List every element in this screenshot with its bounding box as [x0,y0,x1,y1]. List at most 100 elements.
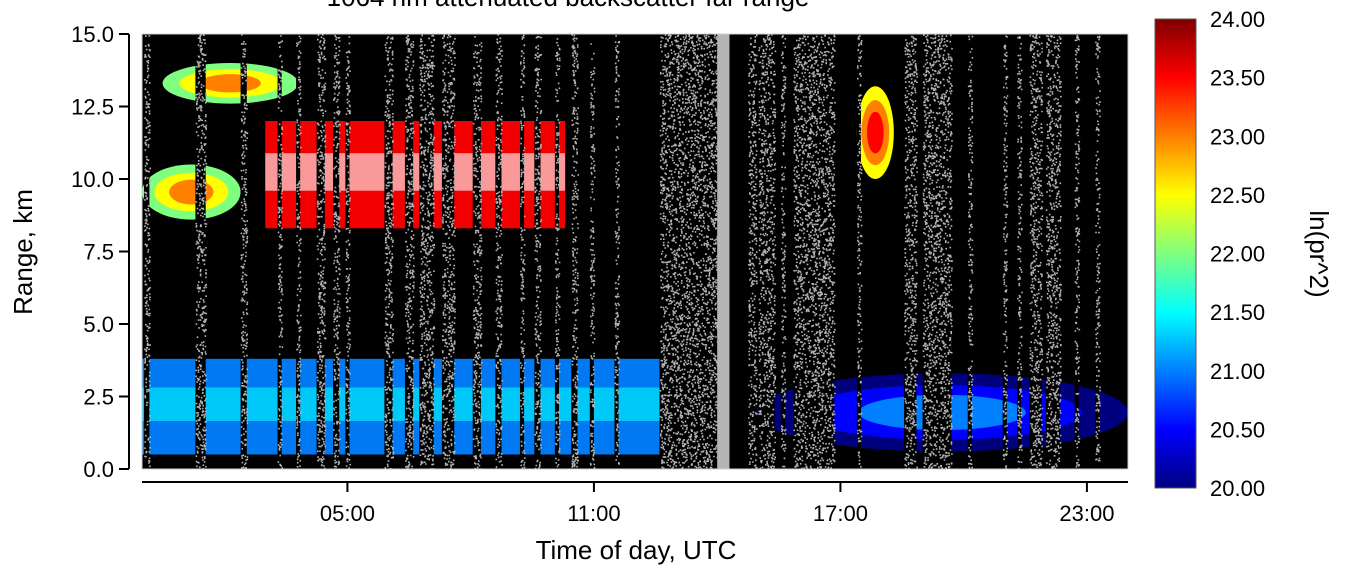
y-tick-label: 12.5 [71,95,114,120]
noise-speckle [384,36,395,469]
noise-column [316,34,327,469]
noise-speckle [144,35,151,468]
noise-speckle [922,34,953,469]
noise-speckle [780,35,787,468]
noise-column-background [780,34,785,469]
x-axis-ticks: 05:00 11:00 17:00 23:00 [320,482,1114,526]
colorbar [1154,18,1197,489]
noise-column [277,34,284,469]
noise-column-background [1045,34,1061,469]
noise-speckle [296,35,302,468]
noise-column [659,34,719,469]
noise-column-background [967,34,972,469]
noise-column-background [472,34,481,469]
noise-column [441,34,456,469]
x-tick-label: 17:00 [813,501,868,526]
noise-speckle [333,35,341,469]
noise-column [240,34,249,469]
noise-speckle [793,34,836,469]
noise-speckle [571,34,580,468]
y-tick-label: 7.5 [83,240,114,265]
noise-speckle [404,35,415,469]
colorbar-tick-label: 20.50 [1210,417,1265,442]
noise-column-background [495,34,502,469]
noise-speckle [520,34,526,469]
colorbar-tick-label: 24.00 [1210,7,1265,32]
y-tick-label: 10.0 [71,167,114,192]
noise-speckle [472,36,483,469]
noise-speckle [554,38,561,468]
plot-area [142,34,1128,469]
noise-column [384,34,395,469]
colorbar-label: ln(pr^2) [1304,210,1334,297]
noise-column-background [277,34,282,469]
noise-speckle [659,34,719,469]
colorbar-tick-label: 21.50 [1210,300,1265,325]
colorbar-tick-label: 20.00 [1210,476,1265,501]
noise-column [780,34,787,469]
missing-data-column [717,34,730,469]
chart-title: 1064 nm attenuated backscatter far range [327,0,810,12]
signal-region [142,387,660,422]
noise-speckle [856,35,863,468]
noise-column [1017,34,1023,469]
noise-column-background [333,34,340,469]
noise-column [747,34,758,469]
noise-column [856,34,863,469]
noise-column-background [571,34,578,469]
y-tick-label: 2.5 [83,385,114,410]
noise-column-background [144,34,150,469]
noise-column [333,34,341,469]
noise-column-background [614,34,619,469]
noise-speckle [967,35,974,469]
noise-column-background [589,34,594,469]
noise-speckle [1074,35,1081,469]
noise-column [589,34,596,469]
noise-column-background [296,34,301,469]
noise-speckle [758,34,777,469]
noise-column [419,34,436,469]
noise-column-background [384,34,393,469]
noise-columns [144,34,1101,469]
colorbar-tick-label: 22.50 [1210,183,1265,208]
noise-speckle [240,34,249,469]
noise-column-background [345,34,350,469]
plot-frame [141,33,1129,470]
noise-column-background [856,34,861,469]
noise-column-background [554,34,559,469]
noise-column [571,34,580,469]
noise-speckle [277,35,284,469]
noise-speckle [345,36,351,469]
noise-column [1002,34,1009,469]
noise-column [472,34,483,469]
y-tick-label: 5.0 [83,312,114,337]
x-tick-label: 23:00 [1059,501,1114,526]
colorbar-ticks: 24.00 23.50 23.00 22.50 22.00 21.50 21.00 20.50… [1210,7,1265,501]
noise-speckle [495,34,504,469]
noise-column-background [404,34,414,469]
noise-speckle [1045,35,1062,469]
noise-column [1074,34,1081,469]
noise-column [793,34,836,469]
noise-column [195,34,208,469]
noise-column-background [922,34,952,469]
noise-column [758,34,777,469]
signal-region [199,74,261,93]
noise-column [144,34,151,469]
x-tick-label: 05:00 [320,501,375,526]
colorbar-tick-label: 21.00 [1210,359,1265,384]
noise-column [614,34,621,469]
noise-speckle [589,43,596,469]
noise-speckle [904,35,918,469]
x-tick-label: 11:00 [567,501,620,526]
colorbar-tick-label: 22.00 [1210,242,1265,267]
colorbar-tick-label: 23.50 [1210,66,1265,91]
colorbar-tick-label: 23.00 [1210,124,1265,149]
noise-column-background [1017,34,1022,469]
y-tick-label: 15.0 [71,22,114,47]
noise-column-background [1074,34,1079,469]
y-axis-label: Range, km [8,189,38,315]
noise-column [519,34,526,469]
signal-region [867,111,884,154]
